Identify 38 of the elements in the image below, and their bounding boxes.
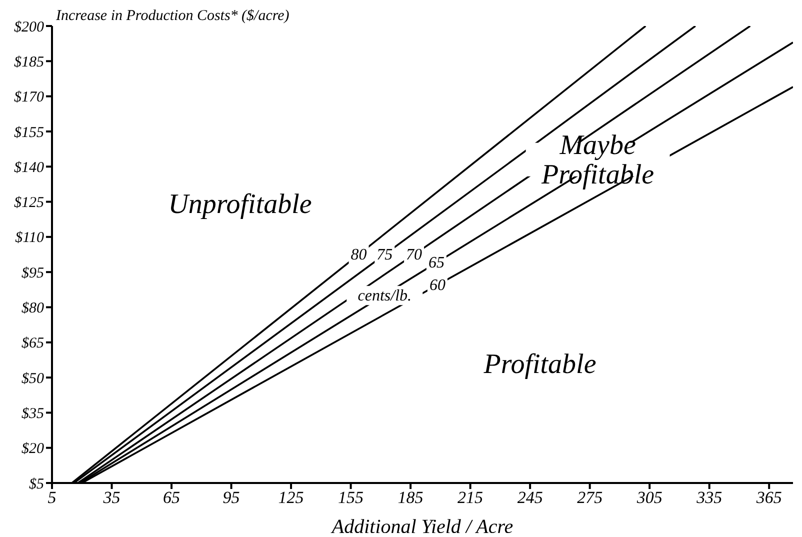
series-label: 80 [350, 246, 367, 263]
x-tick-label: 95 [222, 488, 240, 508]
annotation: cents/lb. [358, 287, 412, 304]
y-tick-label: $155 [14, 124, 44, 141]
y-tick-label: $65 [22, 336, 44, 352]
x-tick-label: 365 [755, 488, 782, 508]
series-label: 60 [429, 276, 446, 294]
y-tick-label: $95 [22, 265, 44, 282]
x-tick-label: 185 [398, 488, 424, 508]
annotation: Unprofitable [168, 189, 312, 220]
x-tick-label: 215 [458, 488, 484, 508]
x-tick-label: 275 [577, 488, 603, 508]
y-axis-title: Increase in Production Costs* ($/acre) [56, 8, 290, 25]
x-tick-label: 335 [696, 488, 722, 508]
x-axis-title: Additional Yield / Acre [330, 516, 514, 537]
x-tick-label: 65 [163, 488, 180, 508]
x-tick-label: 155 [338, 488, 364, 508]
series-label: 75 [376, 246, 393, 263]
x-tick-label: 305 [636, 488, 662, 508]
y-tick-label: $50 [22, 370, 44, 387]
series-label: 65 [428, 254, 444, 272]
x-tick-label: 125 [278, 488, 304, 508]
y-tick-label: $125 [14, 195, 44, 212]
series-label: 70 [406, 246, 422, 263]
y-tick-label: $80 [22, 300, 44, 317]
y-tick-label: $110 [15, 230, 44, 246]
x-tick-label: 5 [48, 488, 56, 508]
y-tick-label: $185 [14, 54, 44, 70]
y-tick-label: $35 [22, 406, 44, 422]
annotation: Maybe Profitable [540, 129, 654, 190]
annotation: Profitable [484, 349, 596, 380]
x-tick-label: 35 [102, 488, 120, 508]
y-tick-label: $5 [29, 476, 44, 492]
y-tick-label: $200 [14, 19, 44, 36]
y-tick-label: $20 [22, 441, 44, 458]
y-tick-label: $170 [14, 90, 44, 106]
y-tick-label: $140 [14, 160, 44, 176]
x-tick-label: 245 [517, 488, 543, 508]
